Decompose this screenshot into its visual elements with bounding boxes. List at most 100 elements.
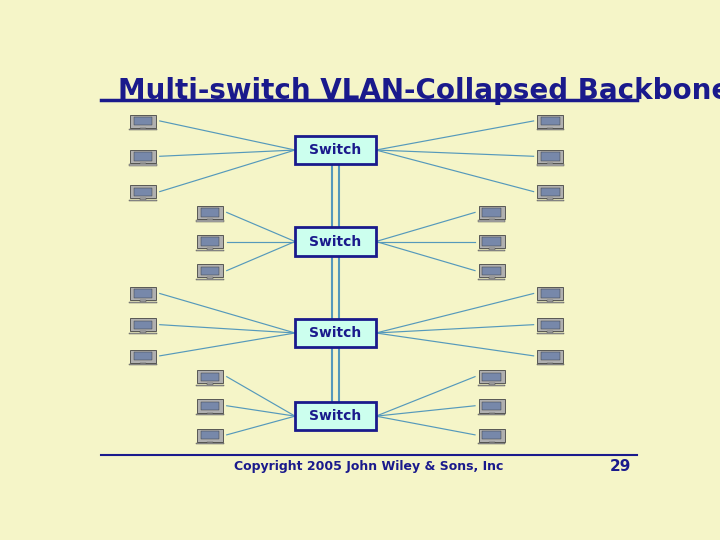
FancyBboxPatch shape [536,129,564,130]
FancyBboxPatch shape [479,206,505,219]
FancyBboxPatch shape [479,400,505,413]
FancyBboxPatch shape [547,128,553,129]
FancyBboxPatch shape [536,301,564,303]
FancyBboxPatch shape [130,349,156,363]
FancyBboxPatch shape [489,413,495,414]
FancyBboxPatch shape [541,187,559,196]
FancyBboxPatch shape [536,364,564,365]
FancyBboxPatch shape [201,267,220,275]
FancyBboxPatch shape [201,373,220,381]
FancyBboxPatch shape [537,114,563,128]
FancyBboxPatch shape [197,206,223,219]
FancyBboxPatch shape [547,198,553,200]
FancyBboxPatch shape [478,249,505,251]
Text: Switch: Switch [310,234,361,248]
FancyBboxPatch shape [489,248,495,250]
FancyBboxPatch shape [541,117,559,125]
FancyBboxPatch shape [479,235,505,248]
FancyBboxPatch shape [207,248,213,250]
FancyBboxPatch shape [489,219,495,221]
FancyBboxPatch shape [207,442,213,443]
FancyBboxPatch shape [482,208,501,217]
FancyBboxPatch shape [134,321,153,329]
FancyBboxPatch shape [130,114,156,128]
Text: Copyright 2005 John Wiley & Sons, Inc: Copyright 2005 John Wiley & Sons, Inc [234,461,504,474]
FancyBboxPatch shape [295,402,376,430]
FancyBboxPatch shape [207,219,213,221]
FancyBboxPatch shape [479,265,505,278]
FancyBboxPatch shape [130,185,156,198]
FancyBboxPatch shape [140,332,146,333]
FancyBboxPatch shape [295,136,376,164]
FancyBboxPatch shape [541,289,559,298]
FancyBboxPatch shape [197,370,223,383]
FancyBboxPatch shape [130,129,157,130]
FancyBboxPatch shape [130,287,156,300]
Text: Switch: Switch [310,326,361,340]
FancyBboxPatch shape [482,267,501,275]
FancyBboxPatch shape [197,429,223,442]
FancyBboxPatch shape [201,431,220,440]
FancyBboxPatch shape [130,301,157,303]
FancyBboxPatch shape [197,400,223,413]
FancyBboxPatch shape [197,265,223,278]
FancyBboxPatch shape [489,383,495,385]
FancyBboxPatch shape [482,402,501,410]
Text: 29: 29 [610,460,631,474]
FancyBboxPatch shape [537,319,563,332]
FancyBboxPatch shape [541,152,559,161]
FancyBboxPatch shape [140,163,146,165]
FancyBboxPatch shape [197,249,224,251]
FancyBboxPatch shape [547,363,553,364]
FancyBboxPatch shape [130,319,156,332]
FancyBboxPatch shape [489,442,495,443]
FancyBboxPatch shape [134,289,153,298]
FancyBboxPatch shape [541,352,559,360]
FancyBboxPatch shape [478,384,505,386]
FancyBboxPatch shape [537,349,563,363]
FancyBboxPatch shape [207,278,213,279]
FancyBboxPatch shape [547,332,553,333]
FancyBboxPatch shape [482,373,501,381]
FancyBboxPatch shape [489,278,495,279]
Text: Multi-switch VLAN-Collapsed Backbone: Multi-switch VLAN-Collapsed Backbone [118,77,720,105]
FancyBboxPatch shape [130,150,156,163]
FancyBboxPatch shape [479,370,505,383]
FancyBboxPatch shape [140,300,146,302]
FancyBboxPatch shape [537,150,563,163]
FancyBboxPatch shape [478,414,505,415]
FancyBboxPatch shape [201,238,220,246]
FancyBboxPatch shape [537,185,563,198]
FancyBboxPatch shape [134,117,153,125]
Text: Switch: Switch [310,409,361,423]
FancyBboxPatch shape [197,443,224,444]
FancyBboxPatch shape [537,287,563,300]
FancyBboxPatch shape [547,163,553,165]
FancyBboxPatch shape [197,279,224,280]
FancyBboxPatch shape [130,333,157,334]
FancyBboxPatch shape [479,429,505,442]
FancyBboxPatch shape [478,279,505,280]
FancyBboxPatch shape [536,164,564,166]
Text: Switch: Switch [310,143,361,157]
FancyBboxPatch shape [140,128,146,129]
FancyBboxPatch shape [547,300,553,302]
FancyBboxPatch shape [130,200,157,201]
FancyBboxPatch shape [197,220,224,222]
FancyBboxPatch shape [134,187,153,196]
FancyBboxPatch shape [541,321,559,329]
FancyBboxPatch shape [140,198,146,200]
FancyBboxPatch shape [140,363,146,364]
FancyBboxPatch shape [134,152,153,161]
FancyBboxPatch shape [207,383,213,385]
FancyBboxPatch shape [207,413,213,414]
FancyBboxPatch shape [130,164,157,166]
FancyBboxPatch shape [130,364,157,365]
FancyBboxPatch shape [478,443,505,444]
FancyBboxPatch shape [295,227,376,255]
FancyBboxPatch shape [478,220,505,222]
FancyBboxPatch shape [201,208,220,217]
FancyBboxPatch shape [201,402,220,410]
FancyBboxPatch shape [482,238,501,246]
FancyBboxPatch shape [536,200,564,201]
